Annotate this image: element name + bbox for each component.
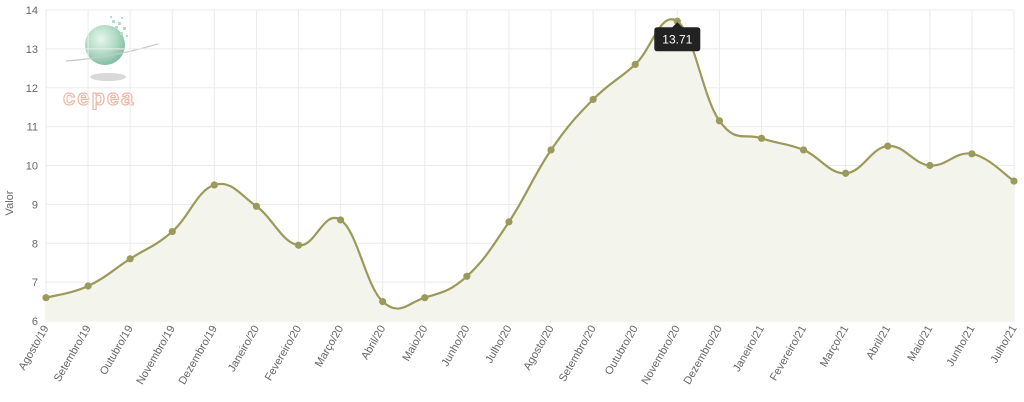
data-point[interactable] <box>379 297 387 306</box>
data-point[interactable] <box>884 142 892 150</box>
area-layer <box>45 18 1015 322</box>
x-tick-label: Setembro/20 <box>557 324 599 385</box>
x-tick-label: Outubro/19 <box>98 324 136 378</box>
x-tick-label: Dezembro/20 <box>682 324 725 387</box>
data-point[interactable] <box>463 272 471 280</box>
x-tick-label: Setembro/19 <box>52 324 94 385</box>
data-point[interactable] <box>252 202 261 210</box>
y-tick-label: 7 <box>32 277 38 289</box>
y-tick-label: 14 <box>26 5 38 17</box>
series-area <box>46 19 1014 322</box>
x-tick-label: Junho/21 <box>944 324 977 369</box>
x-tick-label: Fevereiro/20 <box>263 324 304 383</box>
y-axis: 6 7 8 9 10 11 12 13 14 <box>26 5 38 328</box>
x-tick-label: Janeiro/21 <box>731 324 767 374</box>
x-tick-label: Julho/21 <box>988 324 1019 366</box>
x-tick-label: Fevereiro/21 <box>768 324 809 383</box>
logo-orbit <box>65 43 159 62</box>
logo-shadow <box>90 73 126 81</box>
data-point[interactable] <box>421 294 429 302</box>
data-point[interactable] <box>926 161 934 170</box>
data-point[interactable] <box>168 227 176 236</box>
x-tick-label: Junho/20 <box>439 324 472 369</box>
x-tick-label: Maio/20 <box>400 324 430 364</box>
y-tick-label: 8 <box>32 238 38 250</box>
y-tick-label: 11 <box>27 122 38 134</box>
x-tick-label: Novembro/20 <box>639 324 682 387</box>
tooltip-box <box>654 22 701 52</box>
x-tick-label: Abril/21 <box>864 324 893 362</box>
data-point[interactable] <box>294 241 303 249</box>
data-tooltip: 13.71 <box>654 22 701 52</box>
data-point[interactable] <box>673 17 681 25</box>
data-point[interactable] <box>1010 177 1018 185</box>
y-tick-label: 13 <box>26 44 38 56</box>
x-tick-label: Agosto/20 <box>521 324 556 373</box>
data-point[interactable] <box>126 255 134 263</box>
points-layer <box>42 17 1018 306</box>
tooltip-value: 13.71 <box>662 32 692 46</box>
data-point[interactable] <box>42 294 50 302</box>
x-tick-label: Março/20 <box>313 324 346 370</box>
y-axis-label: Valor <box>4 190 16 215</box>
y-tick-label: 6 <box>32 316 38 328</box>
data-point[interactable] <box>84 282 92 290</box>
logo-text: cepea <box>63 85 135 110</box>
x-tick-label: Agosto/19 <box>16 324 51 373</box>
x-tick-label: Novembro/19 <box>134 324 177 387</box>
x-tick-label: Maio/21 <box>905 324 935 364</box>
y-tick-label: 12 <box>26 83 38 95</box>
data-point[interactable] <box>968 150 976 158</box>
y-tick-label: 10 <box>26 161 38 173</box>
data-point[interactable] <box>505 218 513 226</box>
cepea-logo: cepea <box>62 16 159 111</box>
data-point[interactable] <box>337 216 345 224</box>
x-tick-label: Dezembro/19 <box>177 324 220 387</box>
data-point[interactable] <box>715 117 723 125</box>
data-point[interactable] <box>589 95 597 104</box>
data-point[interactable] <box>799 146 808 154</box>
x-tick-label: Março/21 <box>818 324 851 370</box>
x-tick-label: Outubro/20 <box>603 324 641 378</box>
data-point[interactable] <box>547 146 555 154</box>
data-point[interactable] <box>842 169 850 177</box>
x-tick-label: Julho/20 <box>483 324 514 366</box>
data-point[interactable] <box>757 134 766 142</box>
x-tick-label: Abril/20 <box>359 324 388 362</box>
data-point[interactable] <box>631 60 639 69</box>
x-axis: Agosto/19 Setembro/19 Outubro/19Novembro/1… <box>16 324 1019 387</box>
data-point[interactable] <box>210 181 218 189</box>
y-tick-label: 9 <box>32 199 38 211</box>
x-tick-label: Janeiro/20 <box>226 324 262 374</box>
